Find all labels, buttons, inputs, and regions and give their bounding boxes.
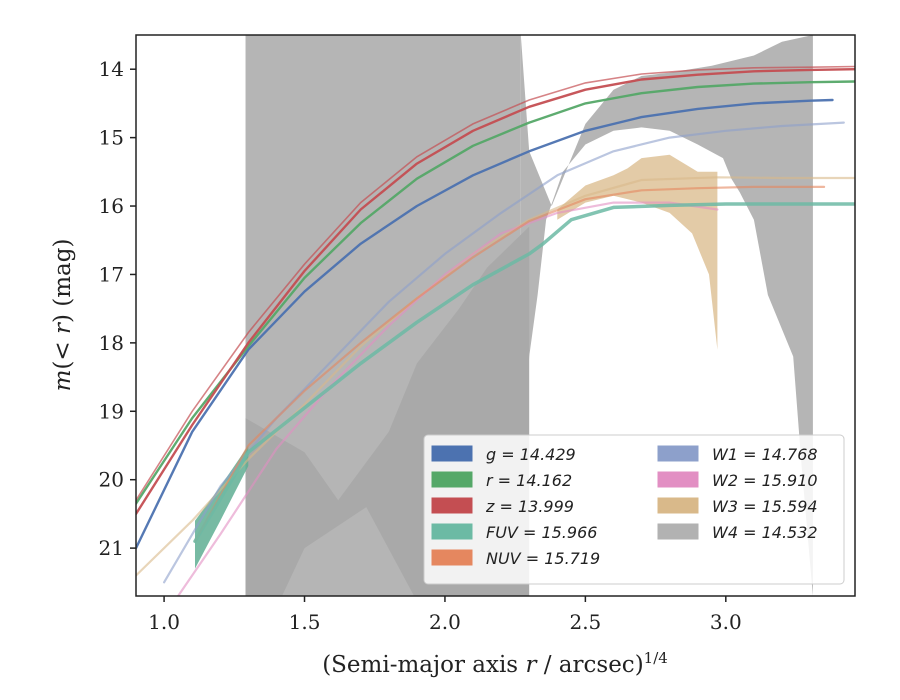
legend-label-z: z = 13.999 xyxy=(485,497,574,516)
series-r-line xyxy=(136,80,855,505)
series-z-line xyxy=(136,68,855,516)
legend-label-w4: W4 = 14.532 xyxy=(712,523,818,542)
legend-swatch-g xyxy=(431,445,473,462)
x-tick-label: 3.0 xyxy=(710,610,742,634)
legend-label-g: g = 14.429 xyxy=(486,445,576,464)
y-tick-label: 16 xyxy=(99,194,124,218)
legend-label-nuv: NUV = 15.719 xyxy=(486,549,600,568)
y-axis-ticks: 14 15 16 17 18 19 20 21 xyxy=(99,57,136,560)
legend-swatch-w2 xyxy=(657,471,699,488)
series-z-upper xyxy=(136,65,855,501)
legend-swatch-r xyxy=(431,471,473,488)
legend-swatch-z xyxy=(431,497,473,514)
x-tick-label: 1.0 xyxy=(148,610,180,634)
y-axis-label: m(< r) (mag) xyxy=(50,239,76,392)
legend-swatch-w3 xyxy=(657,497,699,514)
series-w2-line xyxy=(177,201,719,596)
w4-uncertainty-band-right xyxy=(520,35,813,596)
x-tick-label: 1.5 xyxy=(289,610,321,634)
x-tick-label: 2.5 xyxy=(569,610,601,634)
plot-frame xyxy=(135,34,856,597)
legend: g = 14.429 r = 14.162 z = 13.999 FUV = 15.9… xyxy=(423,434,845,585)
y-tick-label: 19 xyxy=(99,399,124,423)
legend-swatch-fuv xyxy=(431,523,473,540)
y-tick-label: 14 xyxy=(99,57,124,81)
series-nuv-line xyxy=(193,185,826,543)
y-tick-label: 21 xyxy=(99,536,124,560)
series-g-line xyxy=(136,98,834,550)
legend-label-w3: W3 = 15.594 xyxy=(712,497,818,516)
legend-swatch-nuv xyxy=(431,549,473,566)
y-tick-label: 17 xyxy=(99,262,124,286)
x-tick-label: 2.0 xyxy=(429,610,461,634)
legend-label-fuv: FUV = 15.966 xyxy=(486,523,597,542)
legend-label-r: r = 14.162 xyxy=(486,471,572,490)
w3-error-band xyxy=(557,154,718,350)
y-tick-label: 20 xyxy=(99,468,124,492)
series-fuv-line xyxy=(193,202,855,544)
legend-label-w2: W2 = 15.910 xyxy=(712,471,818,490)
x-axis-label: (Semi-major axis r / arcsec)1/4 xyxy=(322,649,668,678)
x-axis-ticks: 1.0 1.5 2.0 2.5 3.0 xyxy=(148,596,742,634)
legend-swatch-w4 xyxy=(657,523,699,540)
legend-label-w1: W1 = 14.768 xyxy=(712,445,818,464)
y-tick-label: 18 xyxy=(99,331,124,355)
legend-box xyxy=(423,434,845,585)
y-tick-label: 15 xyxy=(99,126,124,150)
legend-swatch-w1 xyxy=(657,445,699,462)
